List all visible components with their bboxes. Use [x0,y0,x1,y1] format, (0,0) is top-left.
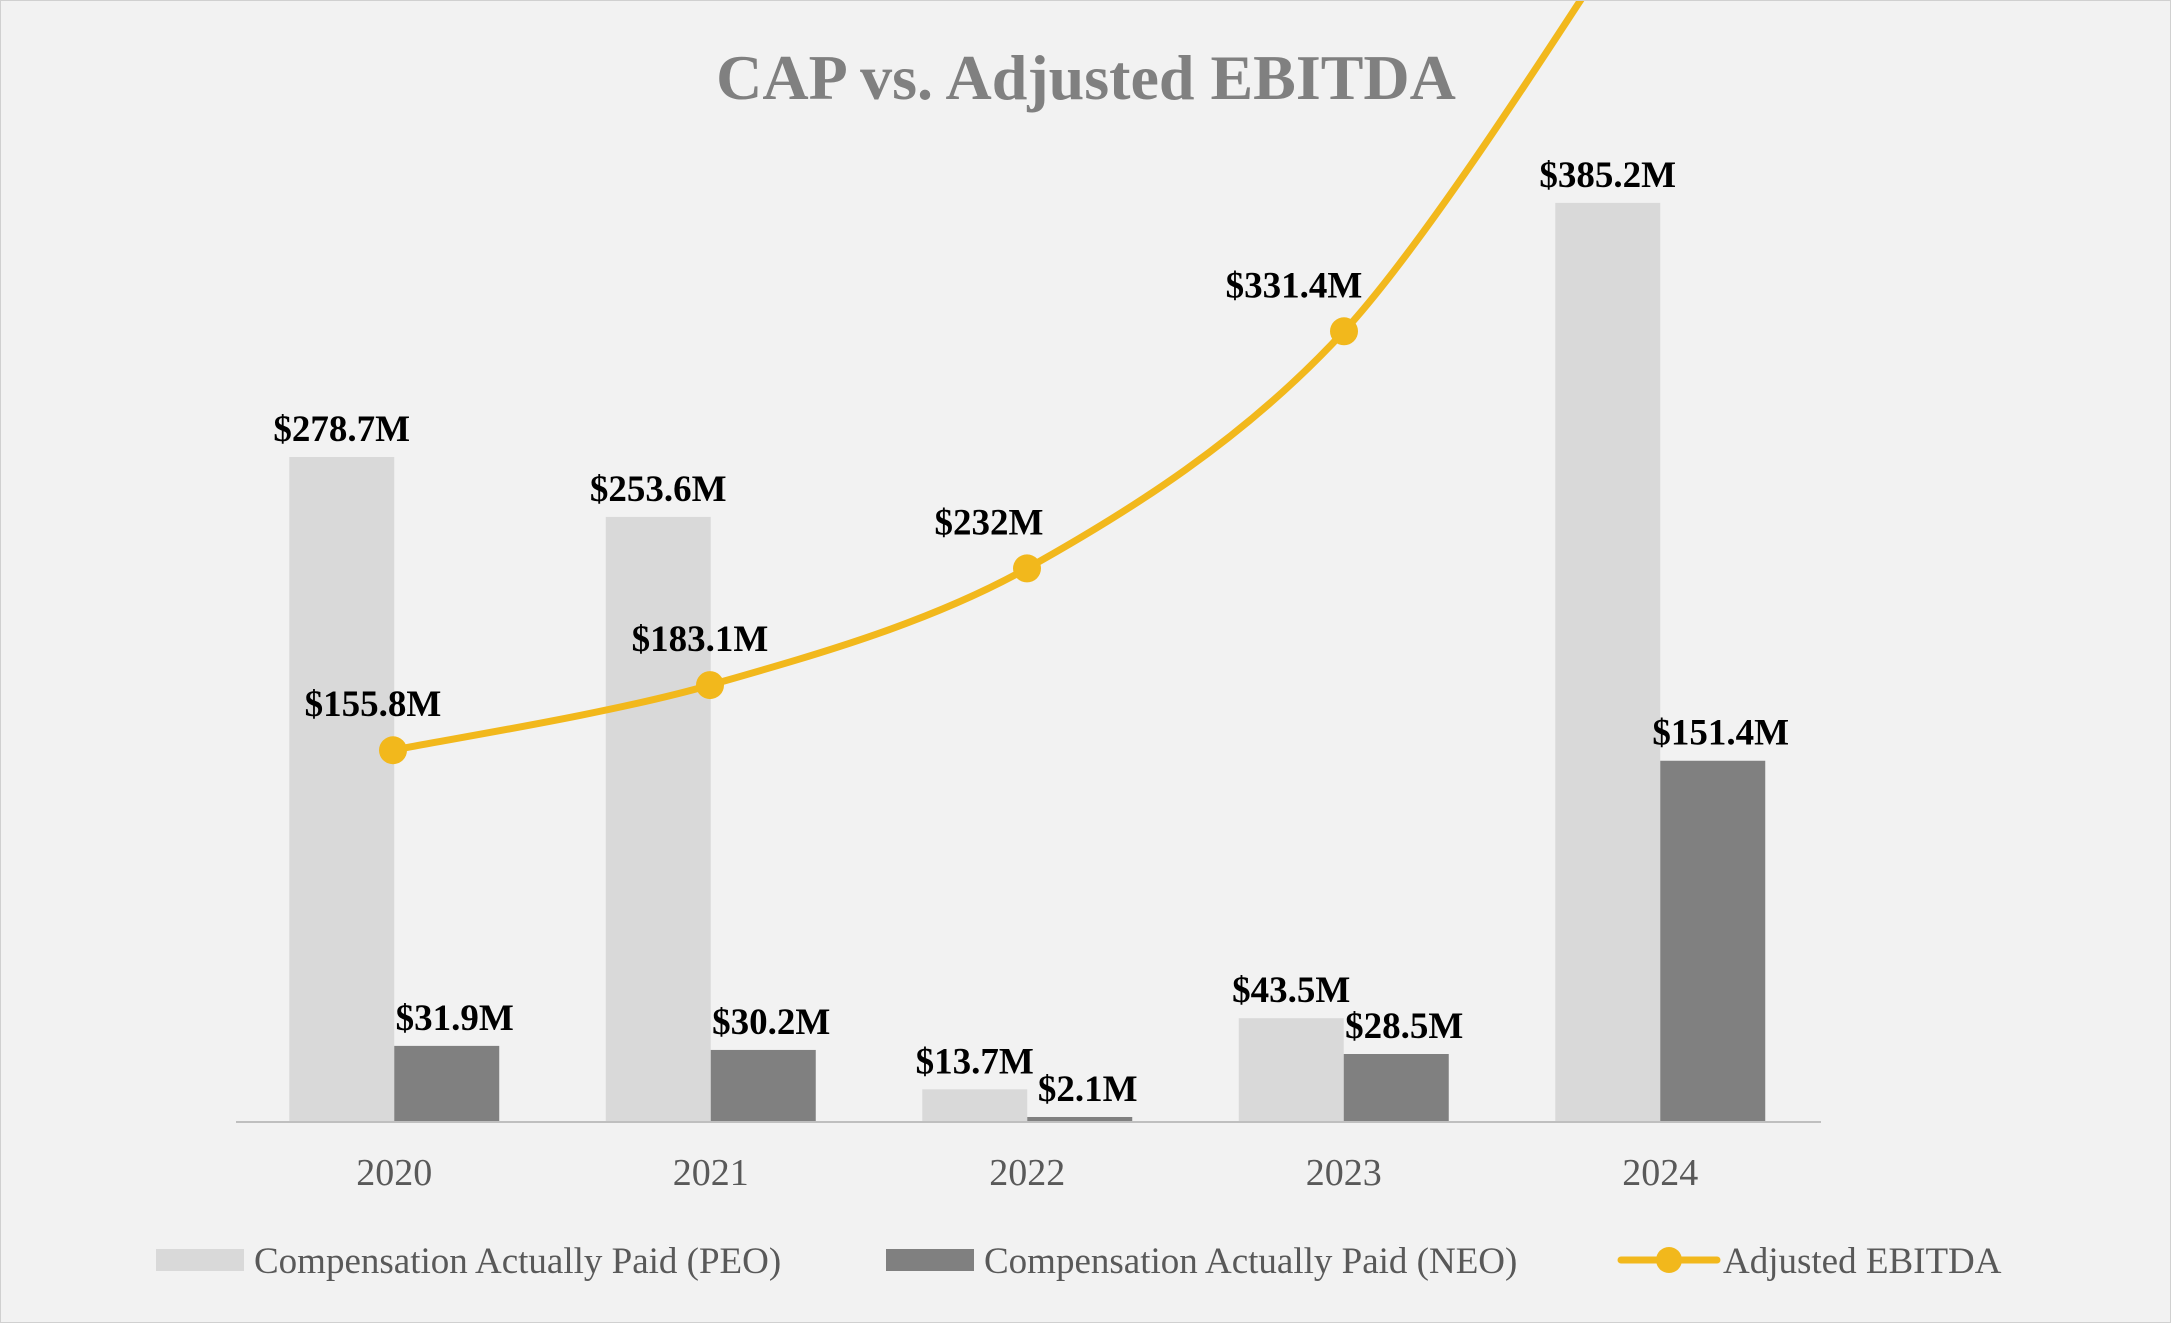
bar-neo-2024 [1660,760,1766,1122]
label-peo-2020: $278.7M [273,409,410,450]
bar-neo-2023 [1343,1053,1449,1122]
label-neo-2023: $28.5M [1345,1006,1463,1047]
bar-neo-2022 [1027,1116,1133,1122]
legend: Compensation Actually Paid (PEO) Compensa… [156,1241,2002,1282]
bar-peo-2024 [1555,202,1661,1122]
x-tick-2023: 2023 [1306,1152,1382,1194]
legend-swatch-peo [156,1249,244,1271]
chart-title: CAP vs. Adjusted EBITDA [716,42,1456,113]
point-ebitda-2020 [379,736,407,765]
legend-label-neo: Compensation Actually Paid (NEO) [984,1241,1517,1282]
label-peo-2021: $253.6M [590,469,727,510]
line-adjusted-ebitda [389,1,1585,754]
line-layer [379,1,1585,765]
bar-neo-2020 [394,1045,500,1122]
label-peo-2022: $13.7M [916,1041,1034,1082]
bars-layer [289,202,1766,1122]
labels-layer: $278.7M $31.9M $253.6M $30.2M $13.7M$2.1M $43… [273,155,1789,1110]
label-peo-2023: $43.5M [1232,970,1350,1011]
label-peo-2024: $385.2M [1539,155,1676,196]
label-neo-2022: $2.1M [1038,1069,1138,1110]
label-ebitda-2020: $155.8M [305,684,442,725]
legend-swatch-ebitda-marker [1656,1247,1682,1273]
bar-peo-2021 [605,516,711,1122]
x-tick-2021: 2021 [673,1152,749,1194]
x-tick-2022: 2022 [989,1152,1065,1194]
bar-peo-2023 [1238,1018,1344,1122]
point-ebitda-2021 [696,671,724,700]
point-ebitda-2022 [1013,554,1041,583]
label-ebitda-2022: $232M [935,502,1044,543]
label-ebitda-2023: $331.4M [1226,265,1363,306]
label-ebitda-2021: $183.1M [632,619,769,660]
x-tick-2024: 2024 [1622,1152,1698,1194]
bar-peo-2022 [922,1089,1028,1122]
legend-swatch-neo [886,1249,974,1271]
ticks-layer: 2020 2021 2022 2023 2024 [356,1152,1698,1194]
point-ebitda-2023 [1330,317,1358,346]
label-neo-2021: $30.2M [712,1002,830,1043]
bar-peo-2020 [289,457,395,1122]
label-neo-2024: $151.4M [1652,713,1789,754]
bar-neo-2021 [710,1049,816,1122]
legend-label-ebitda: Adjusted EBITDA [1723,1241,2002,1282]
label-neo-2020: $31.9M [396,998,514,1039]
x-tick-2020: 2020 [356,1152,432,1194]
legend-label-peo: Compensation Actually Paid (PEO) [254,1241,781,1282]
